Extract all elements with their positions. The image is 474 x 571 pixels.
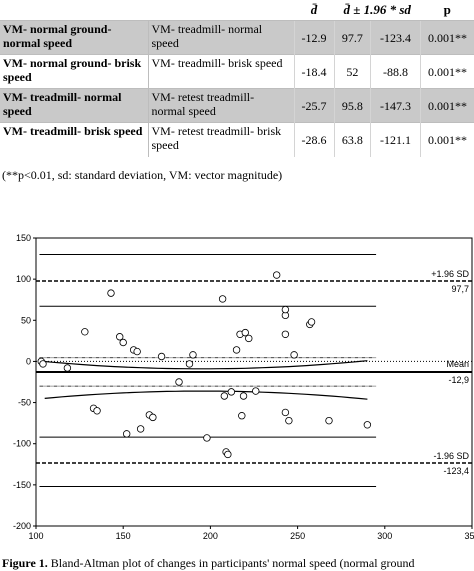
results-table: d̄ d̄ ± 1.96 * sd p VM- normal ground- n…: [0, 0, 474, 157]
row-measure-b: VM- retest treadmill- brisk speed: [147, 122, 294, 157]
data-point: [220, 392, 229, 400]
table-row: VM- normal ground- brisk speed VM- treadm…: [0, 54, 474, 89]
row-lower-limit: -123.4: [370, 20, 421, 55]
table-header-row: d̄ d̄ ± 1.96 * sd p: [0, 0, 474, 21]
row-upper-limit: 95.8: [333, 88, 371, 123]
row-mean-diff: -18.4: [293, 54, 334, 89]
data-point: [281, 408, 290, 417]
data-point: [157, 352, 166, 361]
table-footnote: (**p<0.01, sd: standard deviation, VM: v…: [2, 168, 283, 182]
data-point: [241, 328, 249, 337]
header-p: p: [443, 2, 451, 17]
regression-ci-lower-curve: [44, 390, 368, 400]
y-tick-label: 150: [16, 233, 31, 243]
row-measure-a: VM- treadmill- normal speed: [0, 88, 148, 123]
data-point: [107, 289, 115, 297]
row-mean-diff: -12.9: [293, 20, 334, 55]
data-point: [133, 347, 141, 356]
lower-loa-label: -1.96 SD: [433, 451, 469, 461]
table-row: VM- treadmill- brisk speed VM- retest tre…: [0, 122, 474, 157]
data-point: [93, 407, 101, 415]
row-measure-a: VM- normal ground- normal speed: [0, 20, 148, 55]
data-point: [272, 271, 281, 279]
x-tick-label: 200: [203, 531, 218, 541]
data-point: [185, 360, 194, 368]
row-p-value: 0.001**: [419, 122, 474, 157]
row-mean-diff: -28.6: [293, 122, 334, 157]
data-point: [203, 434, 211, 442]
data-point: [281, 305, 290, 314]
data-point: [238, 412, 246, 420]
header-col2: [148, 0, 294, 21]
mean-value: -12,9: [448, 375, 469, 385]
lower-loa-value: -123,4: [443, 466, 469, 476]
header-col1: [0, 0, 148, 21]
data-point: [363, 421, 372, 429]
y-tick-label: 50: [21, 315, 31, 325]
data-point: [290, 351, 298, 359]
figure-caption: Figure 1. Bland-Altman plot of changes i…: [2, 556, 415, 571]
row-upper-limit: 63.8: [333, 122, 371, 157]
data-point: [285, 416, 293, 425]
row-upper-limit: 97.7: [333, 20, 371, 55]
data-point: [116, 333, 124, 341]
x-tick-label: 150: [116, 531, 131, 541]
row-lower-limit: -147.3: [370, 88, 421, 123]
header-mean-diff: d̄: [310, 2, 318, 17]
data-point: [189, 351, 197, 359]
row-upper-limit: 52: [333, 54, 371, 89]
mean-label: Mean: [446, 359, 469, 369]
row-p-value: 0.001**: [419, 88, 474, 123]
figure-caption-text: Bland-Altman plot of changes in particip…: [47, 556, 415, 570]
data-point: [245, 334, 253, 343]
upper-loa-value: 97,7: [451, 284, 469, 294]
data-point: [307, 318, 316, 326]
row-p-value: 0.001**: [419, 54, 474, 89]
y-tick-label: 0: [26, 356, 31, 366]
row-measure-b: VM- retest treadmill- normal speed: [147, 88, 294, 123]
data-point: [281, 330, 290, 338]
row-measure-a: VM- treadmill- brisk speed: [0, 122, 148, 157]
data-point: [227, 388, 236, 396]
y-tick-label: -100: [13, 439, 31, 449]
data-point: [175, 378, 183, 386]
table-row: VM- normal ground- normal speed VM- tread…: [0, 20, 474, 55]
y-tick-label: -50: [18, 398, 31, 408]
x-tick-label: 250: [290, 531, 305, 541]
data-point: [39, 360, 47, 368]
row-lower-limit: -121.1: [370, 122, 421, 157]
y-tick-label: 100: [16, 274, 31, 284]
data-point: [218, 295, 227, 303]
data-point: [232, 346, 241, 354]
data-point: [122, 430, 131, 438]
figure-label: Figure 1.: [2, 556, 48, 570]
row-measure-a: VM- normal ground- brisk speed: [0, 54, 148, 89]
y-tick-label: -200: [13, 521, 31, 531]
data-point: [149, 413, 157, 422]
plot-frame: [35, 237, 473, 527]
upper-loa-label: +1.96 SD: [431, 269, 469, 279]
row-lower-limit: -88.8: [370, 54, 421, 89]
x-tick-label: 350: [464, 531, 474, 541]
regression-ci-upper-curve: [44, 360, 368, 370]
row-mean-diff: -25.7: [293, 88, 334, 123]
header-limits: d̄ ± 1.96 * sd: [343, 2, 411, 17]
row-p-value: 0.001**: [419, 20, 474, 55]
x-tick-label: 300: [377, 531, 392, 541]
x-tick-label: 100: [28, 531, 43, 541]
data-point: [119, 338, 127, 347]
data-point: [325, 416, 333, 425]
data-point: [81, 328, 89, 336]
row-measure-b: VM- treadmill- brisk speed: [147, 54, 294, 89]
y-tick-label: -150: [13, 480, 31, 490]
data-point: [136, 425, 145, 433]
data-point: [239, 392, 248, 400]
data-point: [224, 450, 232, 459]
table-row: VM- treadmill- normal speed VM- retest tr…: [0, 88, 474, 123]
data-point: [252, 387, 260, 395]
row-measure-b: VM- treadmill- normal speed: [147, 20, 294, 55]
data-point: [63, 364, 72, 372]
